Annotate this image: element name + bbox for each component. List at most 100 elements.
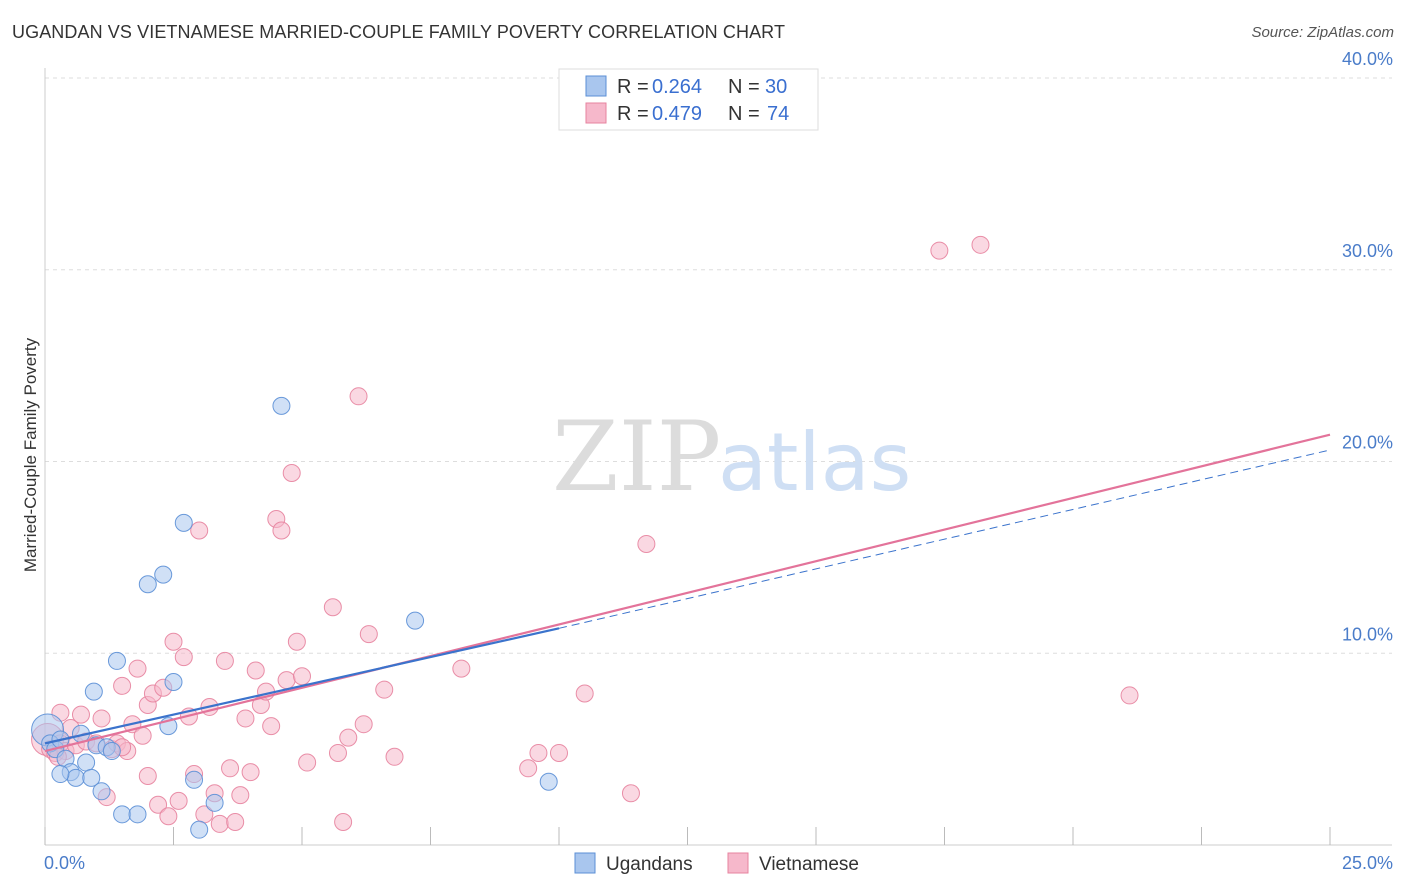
y-tick-label: 40.0%: [1342, 49, 1393, 69]
point-ugandans: [154, 565, 173, 584]
point-ugandans: [82, 768, 101, 787]
point-vietnamese: [519, 759, 538, 778]
point-vietnamese: [298, 753, 317, 772]
point-vietnamese: [241, 763, 260, 782]
point-vietnamese: [575, 684, 594, 703]
point-vietnamese: [550, 743, 568, 762]
legend-r-label-ugandans: R =: [617, 76, 649, 98]
point-vietnamese: [328, 743, 347, 762]
point-ugandans: [138, 575, 157, 594]
point-ugandans: [128, 805, 147, 824]
legend-n-label-ugandans: N =: [728, 76, 760, 98]
point-vietnamese: [637, 534, 656, 553]
bottom-legend-swatch-ugandans: [574, 852, 596, 874]
legend-r-label-vietnamese: R =: [617, 103, 649, 125]
point-vietnamese: [375, 680, 394, 699]
point-ugandans: [406, 611, 425, 630]
point-ugandans: [84, 682, 103, 701]
point-vietnamese: [262, 717, 281, 736]
point-ugandans: [174, 513, 193, 532]
point-vietnamese: [236, 709, 255, 728]
point-vietnamese: [293, 667, 311, 686]
point-vietnamese: [277, 671, 296, 690]
point-vietnamese: [334, 812, 353, 831]
trend-extension-ugandans: [558, 449, 1331, 629]
point-vietnamese: [215, 651, 234, 670]
point-vietnamese: [529, 743, 548, 762]
y-axis-label: Married-Couple Family Poverty: [21, 337, 40, 572]
point-vietnamese: [359, 625, 378, 644]
legend-r-vietnamese: 0.479: [652, 103, 702, 125]
point-ugandans: [92, 782, 111, 801]
watermark: ZIP atlas: [552, 401, 911, 513]
chart-source: Source: ZipAtlas.com: [1251, 24, 1394, 41]
points-layer: [31, 235, 1139, 839]
point-vietnamese: [226, 812, 245, 831]
point-vietnamese: [452, 659, 471, 678]
point-vietnamese: [231, 786, 250, 805]
legend-n-vietnamese: 74: [767, 103, 789, 125]
bottom-legend-swatch-vietnamese: [727, 852, 749, 874]
point-ugandans: [113, 805, 132, 824]
point-ugandans: [185, 770, 204, 789]
point-ugandans: [51, 765, 70, 784]
point-vietnamese: [92, 709, 111, 728]
point-vietnamese: [138, 766, 157, 785]
legend-r-ugandans: 0.264: [652, 76, 702, 98]
y-tick-label: 30.0%: [1342, 241, 1393, 261]
axes-layer: 10.0% 20.0% 30.0% 40.0% 0.0% 25.0%: [44, 49, 1393, 873]
bottom-legend: Ugandans Vietnamese: [574, 852, 859, 875]
trend-layer: [44, 433, 1331, 753]
point-vietnamese: [149, 795, 168, 814]
point-vietnamese: [71, 705, 90, 724]
y-tick-label: 20.0%: [1342, 433, 1393, 453]
watermark-zip: ZIP: [552, 401, 721, 513]
point-vietnamese: [354, 715, 373, 734]
point-vietnamese: [128, 659, 147, 678]
point-vietnamese: [971, 235, 990, 254]
point-vietnamese: [164, 632, 183, 651]
point-ugandans: [102, 742, 121, 761]
legend-swatch-vietnamese: [585, 102, 607, 124]
point-ugandans: [107, 651, 126, 670]
y-tick-label: 10.0%: [1342, 624, 1393, 644]
point-vietnamese: [159, 807, 178, 826]
legend-n-label-vietnamese: N =: [728, 103, 760, 125]
point-vietnamese: [133, 726, 152, 745]
point-ugandans: [539, 772, 558, 791]
point-vietnamese: [246, 661, 265, 680]
point-vietnamese: [323, 598, 342, 617]
point-vietnamese: [1120, 686, 1139, 705]
point-vietnamese: [282, 464, 301, 483]
point-vietnamese: [385, 747, 404, 766]
point-ugandans: [77, 753, 96, 772]
point-ugandans: [190, 820, 209, 839]
point-ugandans: [272, 396, 291, 415]
point-vietnamese: [169, 791, 188, 810]
bottom-legend-vietnamese: Vietnamese: [759, 854, 859, 875]
point-vietnamese: [339, 728, 358, 747]
point-vietnamese: [221, 759, 240, 778]
chart-title: UGANDAN VS VIETNAMESE MARRIED-COUPLE FAM…: [12, 22, 786, 42]
x-tick-label-max: 25.0%: [1342, 853, 1393, 873]
grid-layer: [45, 77, 1392, 654]
x-tick-label-min: 0.0%: [44, 853, 85, 873]
legend-swatch-ugandans: [585, 75, 607, 97]
point-ugandans: [164, 673, 183, 692]
point-vietnamese: [349, 387, 368, 406]
point-vietnamese: [174, 648, 193, 667]
point-vietnamese: [621, 784, 640, 803]
point-vietnamese: [113, 676, 132, 695]
point-vietnamese: [287, 632, 306, 651]
point-ugandans: [66, 768, 85, 787]
trend-line-ugandans: [44, 627, 560, 745]
bottom-legend-ugandans: Ugandans: [606, 854, 693, 875]
legend: R = 0.264 N = 30 R = 0.479 N = 74: [558, 68, 819, 131]
watermark-atlas: atlas: [718, 416, 911, 509]
point-ugandans: [205, 793, 224, 812]
trend-line-vietnamese: [44, 433, 1331, 753]
point-vietnamese: [930, 241, 949, 260]
point-vietnamese: [272, 521, 291, 540]
point-vietnamese: [190, 521, 209, 540]
